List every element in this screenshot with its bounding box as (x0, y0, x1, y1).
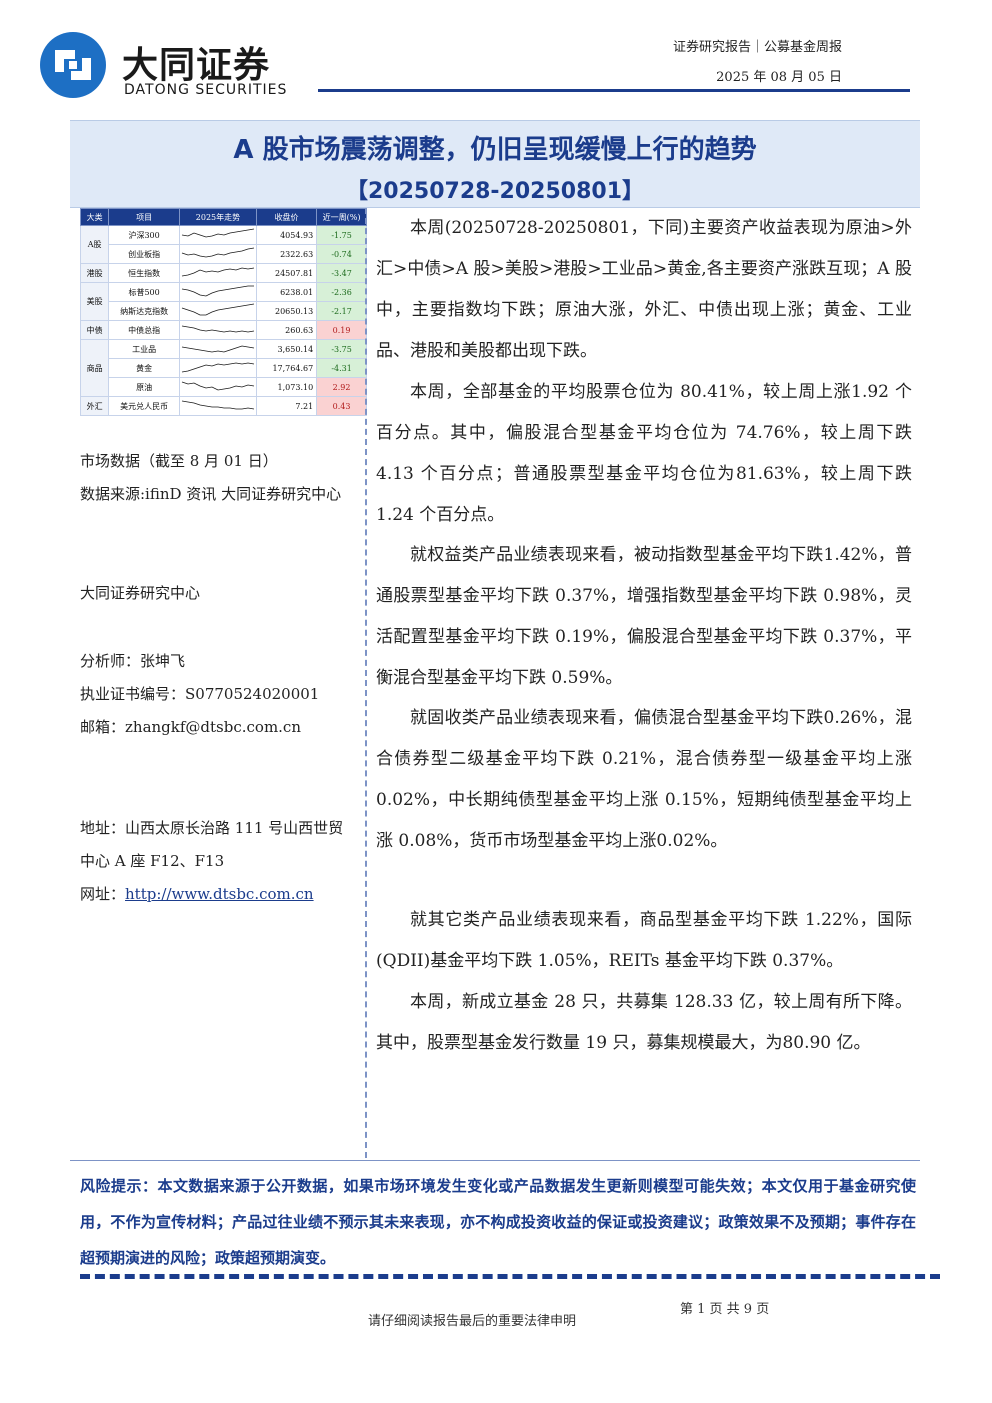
col-header-category: 大类 (79, 208, 110, 226)
data-source-note: 数据来源:ifinD 资讯 大同证券研究中心 (80, 485, 342, 503)
table-row: 中债 中债总指 260.63 0.19 (79, 320, 367, 340)
row-name: 美元兑人民币 (108, 396, 180, 416)
office-address: 地址：山西太原长治路 111 号山西世贸中心 A 座 F12、F13 (80, 819, 344, 870)
table-header-row: 大类 项目 2025年走势 收盘价 近一周(%) (79, 208, 367, 226)
trend-sparkline (178, 263, 257, 283)
row-category: A股 (79, 225, 110, 264)
trend-sparkline (178, 358, 257, 378)
row-category: 港股 (79, 263, 110, 283)
title-banner (70, 120, 920, 208)
row-change: -1.75 (316, 225, 367, 245)
row-close: 17,764.67 (255, 358, 318, 378)
row-name: 创业板指 (108, 244, 180, 264)
header-rule (318, 89, 910, 92)
risk-disclaimer: 风险提示：本文数据来源于公开数据，如果市场环境发生变化或产品数据发生更新则模型可… (80, 1177, 916, 1267)
website-line: 网址：http://www.dtsbc.com.cn (80, 878, 358, 911)
row-close: 4054.93 (255, 225, 318, 245)
row-close: 24507.81 (255, 263, 318, 283)
row-name: 中债总指 (108, 320, 180, 340)
row-category: 中债 (79, 320, 110, 340)
trend-sparkline (178, 282, 257, 302)
row-close: 260.63 (255, 320, 318, 340)
row-close: 3,650.14 (255, 339, 318, 359)
row-change: 0.19 (316, 320, 367, 340)
footer-legal-note: 请仔细阅读报告最后的重要法律申明 (368, 1314, 577, 1329)
row-category: 外汇 (79, 396, 110, 416)
report-type: 证券研究报告｜公募基金周报 (672, 40, 842, 55)
row-change: -2.36 (316, 282, 367, 302)
trend-sparkline (178, 396, 257, 416)
row-close: 2322.63 (255, 244, 318, 264)
table-row: 纳斯达克指数 20650.13 -2.17 (81, 301, 367, 321)
analyst-name: 分析师：张坤飞 (80, 652, 186, 670)
row-close: 20650.13 (255, 301, 318, 321)
logo-mark-icon (40, 32, 106, 98)
page-title: A 股市场震荡调整，仍旧呈现缓慢上行的趋势 (233, 135, 757, 165)
page-subtitle: 【20250728-20250801】 (345, 179, 645, 204)
row-close: 1,073.10 (255, 377, 318, 397)
row-category: 商品 (79, 339, 110, 397)
row-name: 恒生指数 (108, 263, 180, 283)
trend-sparkline (178, 301, 257, 321)
row-change: -3.47 (316, 263, 367, 283)
col-header-name: 项目 (108, 208, 180, 226)
col-header-change: 近一周(%) (316, 208, 367, 226)
market-data-note: 市场数据（截至 8 月 01 日） (80, 452, 278, 470)
footer-dashed-rule (80, 1274, 940, 1279)
body-paragraph-1: 本周(20250728-20250801，下同)主要资产收益表现为原油>外汇>中… (376, 218, 912, 361)
col-header-close: 收盘价 (255, 208, 318, 226)
trend-sparkline (178, 244, 257, 264)
row-close: 6238.01 (255, 282, 318, 302)
logo-text-cn: 大同证券 (122, 45, 271, 86)
body-paragraph-2: 本周，全部基金的平均股票仓位为 80.41%，较上周上涨1.92 个百分点。其中… (376, 382, 912, 525)
research-center: 大同证券研究中心 (80, 584, 201, 602)
trend-sparkline (178, 377, 257, 397)
table-row: 港股 恒生指数 24507.81 -3.47 (79, 263, 367, 283)
table-row: 商品 工业品 3,650.14 -3.75 (79, 339, 367, 397)
table-row: 黄金 17,764.67 -4.31 (81, 358, 367, 378)
row-change: -4.31 (316, 358, 367, 378)
body-paragraph-3: 就权益类产品业绩表现来看，被动指数型基金平均下跌1.42%，普通股票型基金平均下… (376, 545, 912, 688)
row-change: -0.74 (316, 244, 367, 264)
trend-sparkline (178, 320, 257, 340)
row-name: 原油 (108, 377, 180, 397)
table-row: 原油 1,073.10 2.92 (81, 377, 367, 397)
website-link[interactable]: http://www.dtsbc.com.cn (125, 885, 314, 903)
row-change: 2.92 (316, 377, 367, 397)
col-header-trend: 2025年走势 (178, 208, 257, 226)
trend-sparkline (178, 339, 257, 359)
row-name: 工业品 (108, 339, 180, 359)
row-change: -2.17 (316, 301, 367, 321)
license-number: 执业证书编号：S0770524020001 (80, 685, 320, 703)
body-paragraph-5: 就其它类产品业绩表现来看，商品型基金平均下跌 1.22%，国际(QDII)基金平… (376, 910, 912, 971)
report-date: 2025 年 08 月 05 日 (716, 70, 842, 85)
body-paragraph-6: 本周，新成立基金 28 只，共募集 128.33 亿，较上周有所下降。其中，股票… (376, 992, 912, 1053)
website-label: 网址： (80, 885, 126, 903)
risk-rule (70, 1160, 920, 1161)
table-row: 创业板指 2322.63 -0.74 (81, 244, 367, 264)
row-close: 7.21 (255, 396, 318, 416)
page-number: 第 1 页 共 9 页 (680, 1302, 770, 1317)
logo-text-en: DATONG SECURITIES (124, 82, 288, 98)
market-table: 大类 项目 2025年走势 收盘价 近一周(%) A股 沪深300 4054.9… (79, 208, 367, 416)
trend-sparkline (178, 225, 257, 245)
row-name: 纳斯达克指数 (108, 301, 180, 321)
table-row: A股 沪深300 4054.93 -1.75 (79, 225, 367, 264)
email-address: 邮箱：zhangkf@dtsbc.com.cn (80, 718, 301, 736)
table-row: 美股 标普500 6238.01 -2.36 (79, 282, 367, 321)
row-change: 0.43 (316, 396, 367, 416)
row-category: 美股 (79, 282, 110, 321)
row-name: 黄金 (108, 358, 180, 378)
row-name: 标普500 (108, 282, 180, 302)
column-divider (365, 208, 367, 1158)
body-paragraph-4: 就固收类产品业绩表现来看，偏债混合型基金平均下跌0.26%，混合债券型二级基金平… (376, 708, 912, 851)
row-change: -3.75 (316, 339, 367, 359)
table-row: 外汇 美元兑人民币 7.21 0.43 (79, 396, 367, 416)
row-name: 沪深300 (108, 225, 180, 245)
